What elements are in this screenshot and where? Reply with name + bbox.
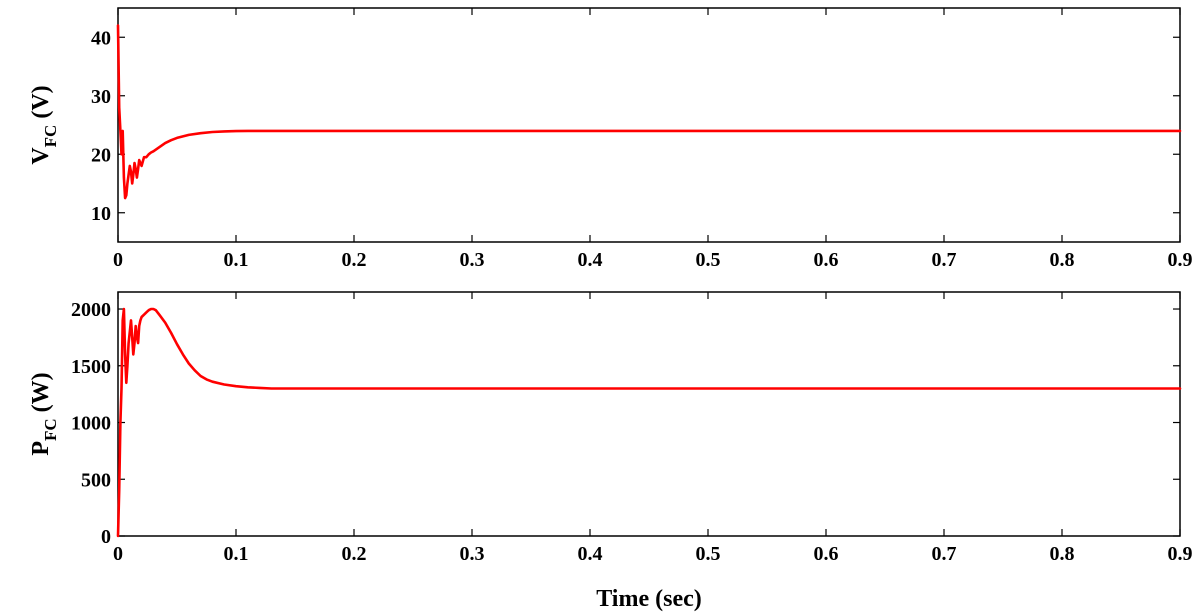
voltage-x-tick-label: 0.9 (1168, 249, 1193, 271)
voltage-x-tick-label: 0 (113, 249, 123, 271)
power-x-tick-label: 0.4 (578, 543, 603, 565)
power-y-tick-label: 1500 (71, 356, 111, 378)
power-x-tick-label: 0.2 (342, 543, 367, 565)
voltage-x-tick-label: 0.5 (696, 249, 721, 271)
voltage-chart-panel: 0 0.1 0.2 0.3 0.4 0.5 0.6 0.7 0.8 0.9 10 20 30 40 VF… (28, 7, 1193, 271)
voltage-x-tick-label: 0.7 (932, 249, 957, 271)
voltage-x-tick-label: 0.3 (460, 249, 485, 271)
voltage-x-tick-label: 0.6 (814, 249, 839, 271)
power-y-axis-label-unit: (W) (28, 372, 54, 418)
voltage-y-axis-label-unit: (V) (28, 85, 54, 124)
voltage-series-line (116, 24, 1182, 200)
x-axis-label: Time (sec) (596, 586, 702, 612)
power-x-tick-label: 0.1 (224, 543, 249, 565)
voltage-y-tick-label: 20 (91, 144, 111, 166)
voltage-y-tick-label: 40 (91, 27, 111, 49)
voltage-x-tick-label: 0.4 (578, 249, 603, 271)
power-plot-frame (117, 291, 1181, 537)
voltage-x-ticks: 0 0.1 0.2 0.3 0.4 0.5 0.6 0.7 0.8 0.9 (113, 8, 1193, 271)
power-y-axis-label-sub: FC (41, 418, 60, 441)
power-x-tick-label: 0.5 (696, 543, 721, 565)
voltage-plot-frame (117, 7, 1181, 243)
power-y-axis-label-main: P (28, 441, 54, 456)
voltage-y-axis-label: VFC (V) (28, 85, 60, 164)
power-y-axis-label: PFC (W) (28, 372, 60, 455)
power-x-tick-label: 0.3 (460, 543, 485, 565)
voltage-y-axis-label-main: V (28, 147, 54, 165)
power-y-tick-label: 0 (101, 526, 111, 548)
voltage-x-tick-label: 0.2 (342, 249, 367, 271)
power-x-tick-label: 0 (113, 543, 123, 565)
power-series-line (116, 307, 1182, 538)
power-y-tick-label: 2000 (71, 299, 111, 321)
voltage-y-ticks: 10 20 30 40 (91, 27, 1180, 225)
power-x-tick-label: 0.8 (1050, 543, 1075, 565)
power-chart-panel: 0 0.1 0.2 0.3 0.4 0.5 0.6 0.7 0.8 0.9 0 500 1000 150… (28, 291, 1193, 612)
voltage-x-tick-label: 0.8 (1050, 249, 1075, 271)
power-x-tick-label: 0.6 (814, 543, 839, 565)
voltage-y-tick-label: 30 (91, 86, 111, 108)
voltage-y-tick-label: 10 (91, 203, 111, 225)
power-y-tick-label: 1000 (71, 413, 111, 435)
power-y-ticks: 0 500 1000 1500 2000 (71, 299, 1180, 548)
power-x-ticks: 0 0.1 0.2 0.3 0.4 0.5 0.6 0.7 0.8 0.9 (113, 292, 1193, 565)
power-x-tick-label: 0.7 (932, 543, 957, 565)
power-y-tick-label: 500 (81, 469, 111, 491)
power-x-tick-label: 0.9 (1168, 543, 1193, 565)
voltage-y-axis-label-sub: FC (41, 125, 60, 148)
voltage-x-tick-label: 0.1 (224, 249, 249, 271)
